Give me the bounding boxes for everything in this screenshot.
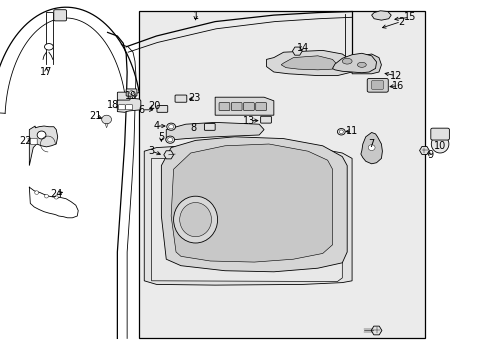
Ellipse shape — [165, 136, 174, 143]
Polygon shape — [144, 144, 351, 285]
Ellipse shape — [180, 202, 211, 237]
Text: 22: 22 — [19, 136, 32, 146]
Ellipse shape — [168, 125, 173, 129]
Polygon shape — [360, 132, 382, 164]
Polygon shape — [166, 122, 264, 140]
Text: 2: 2 — [397, 17, 403, 27]
FancyBboxPatch shape — [175, 95, 186, 102]
Ellipse shape — [357, 62, 366, 67]
FancyBboxPatch shape — [126, 89, 137, 96]
Polygon shape — [266, 50, 351, 76]
Polygon shape — [161, 137, 346, 272]
Text: 13: 13 — [243, 116, 255, 126]
Text: 19: 19 — [124, 91, 137, 102]
FancyBboxPatch shape — [117, 92, 130, 100]
Ellipse shape — [337, 129, 345, 135]
Text: 12: 12 — [389, 71, 402, 81]
Polygon shape — [351, 54, 381, 74]
FancyBboxPatch shape — [219, 103, 229, 111]
FancyBboxPatch shape — [54, 10, 66, 21]
Polygon shape — [139, 11, 425, 338]
Text: 20: 20 — [147, 101, 160, 111]
Text: 23: 23 — [188, 93, 201, 103]
Polygon shape — [163, 151, 173, 159]
Polygon shape — [281, 56, 337, 70]
Text: 4: 4 — [153, 121, 159, 131]
Polygon shape — [419, 147, 428, 154]
Polygon shape — [117, 98, 141, 112]
Text: 18: 18 — [107, 100, 120, 111]
Polygon shape — [151, 158, 342, 282]
FancyBboxPatch shape — [430, 128, 448, 140]
Polygon shape — [29, 126, 58, 166]
Polygon shape — [371, 11, 390, 20]
FancyBboxPatch shape — [260, 116, 271, 123]
Text: 21: 21 — [89, 111, 102, 121]
Ellipse shape — [339, 130, 343, 134]
Text: 9: 9 — [427, 150, 432, 160]
Ellipse shape — [44, 194, 48, 198]
Polygon shape — [105, 124, 108, 128]
Ellipse shape — [167, 138, 172, 142]
FancyBboxPatch shape — [118, 105, 125, 110]
Ellipse shape — [166, 123, 175, 130]
Ellipse shape — [129, 91, 133, 94]
Ellipse shape — [35, 191, 39, 194]
Text: 10: 10 — [433, 141, 446, 151]
Text: 15: 15 — [403, 12, 415, 22]
Text: 8: 8 — [190, 123, 196, 133]
Text: 3: 3 — [148, 146, 154, 156]
FancyBboxPatch shape — [243, 103, 254, 111]
FancyBboxPatch shape — [231, 103, 242, 111]
Text: 14: 14 — [296, 42, 309, 53]
FancyBboxPatch shape — [371, 81, 383, 89]
Ellipse shape — [342, 58, 351, 64]
Text: 24: 24 — [50, 189, 62, 199]
Ellipse shape — [367, 145, 374, 150]
Ellipse shape — [173, 196, 217, 243]
Text: 11: 11 — [345, 126, 358, 136]
Polygon shape — [430, 135, 448, 153]
Polygon shape — [292, 47, 302, 55]
Text: 6: 6 — [139, 105, 144, 115]
FancyBboxPatch shape — [366, 78, 387, 92]
Text: 16: 16 — [391, 81, 404, 91]
FancyBboxPatch shape — [204, 123, 215, 130]
FancyBboxPatch shape — [255, 103, 266, 111]
Polygon shape — [102, 115, 111, 124]
Polygon shape — [332, 53, 376, 73]
FancyBboxPatch shape — [157, 105, 167, 112]
Text: 1: 1 — [192, 11, 198, 21]
Text: 17: 17 — [40, 67, 53, 77]
Ellipse shape — [44, 44, 53, 50]
Polygon shape — [215, 97, 273, 115]
Polygon shape — [171, 144, 332, 262]
Ellipse shape — [37, 131, 46, 139]
Polygon shape — [370, 326, 381, 335]
FancyBboxPatch shape — [125, 105, 132, 110]
Ellipse shape — [54, 195, 58, 199]
Text: 5: 5 — [158, 132, 164, 142]
FancyBboxPatch shape — [30, 138, 37, 144]
Text: 7: 7 — [368, 139, 374, 149]
